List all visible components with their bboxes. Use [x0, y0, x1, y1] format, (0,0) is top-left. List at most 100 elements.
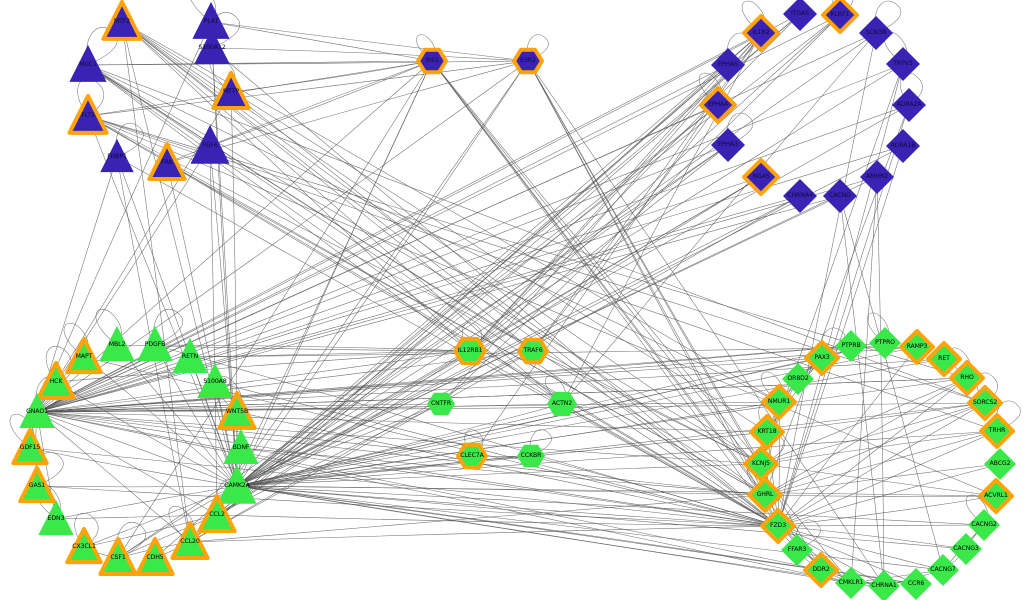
graph-node-il12rb1[interactable]: IL12RB1 — [449, 330, 491, 372]
node-shape-diamond — [783, 0, 817, 31]
graph-node-clec7a[interactable]: CLEC7A — [452, 436, 492, 476]
graph-edge — [777, 525, 944, 571]
graph-edge — [36, 485, 779, 527]
graph-edge — [87, 64, 563, 405]
graph-edge — [216, 176, 762, 516]
node-shape-triangle — [69, 44, 107, 82]
graph-edge — [236, 430, 998, 487]
graph-edge — [236, 350, 534, 487]
graph-edge — [764, 463, 1001, 496]
node-shape-diamond — [900, 568, 932, 600]
graph-edge — [36, 104, 910, 413]
node-shape-triangle — [18, 465, 56, 504]
node-shape-triangle — [223, 428, 259, 465]
graph-node-cdh5[interactable]: CDH5 — [130, 533, 180, 583]
graph-edge — [431, 60, 852, 584]
graph-edge — [839, 195, 944, 571]
node-shape-triangle — [36, 360, 76, 401]
graph-edge — [36, 401, 780, 413]
graph-edge — [36, 60, 529, 413]
graph-node-ccr6[interactable]: CCR6 — [894, 562, 938, 600]
node-shape-diamond — [783, 179, 817, 213]
graph-edge — [431, 60, 766, 496]
node-shape-diamond — [782, 363, 814, 395]
graph-edge — [236, 485, 822, 571]
graph-edge — [36, 358, 945, 413]
node-shape-triangle — [38, 499, 74, 536]
graph-edge — [236, 402, 986, 487]
node-shape-triangle — [211, 70, 251, 111]
graph-edge — [36, 64, 729, 413]
node-shape-diamond — [868, 570, 900, 600]
graph-edge — [29, 447, 779, 527]
node-shape-triangle — [137, 325, 173, 362]
graph-edge — [469, 14, 841, 352]
graph-edge — [36, 377, 968, 413]
graph-edge — [469, 13, 801, 352]
node-shape-hexagon — [517, 444, 545, 468]
graph-node-irs1[interactable]: IRS1 — [412, 41, 452, 81]
graph-node-traf6[interactable]: TRAF6 — [513, 331, 553, 371]
graph-edge — [469, 64, 729, 352]
graph-edge — [236, 485, 779, 527]
graph-node-frk[interactable]: FRK — [142, 138, 192, 188]
graph-edge — [83, 356, 238, 487]
graph-edge — [121, 21, 779, 527]
node-shape-diamond — [835, 567, 867, 599]
graph-edge — [87, 60, 529, 66]
graph-node-cckbr[interactable]: CCKBR — [511, 436, 551, 476]
graph-edge — [236, 485, 967, 550]
graph-edge — [36, 346, 918, 413]
graph-edge — [121, 21, 534, 352]
graph-edge — [777, 524, 985, 527]
graph-node-esr2[interactable]: ESR2 — [508, 41, 548, 81]
node-shape-diamond — [892, 88, 926, 122]
graph-self-loop — [153, 308, 183, 346]
graph-edge — [209, 145, 218, 516]
graph-node-actn2[interactable]: ACTN2 — [541, 383, 583, 425]
graph-edge — [777, 346, 918, 527]
graph-edge — [36, 411, 218, 516]
graph-node-s100a12[interactable]: S100A12 — [187, 23, 237, 73]
node-shape-triangle — [99, 325, 135, 362]
graph-edge — [850, 176, 878, 584]
graph-edge — [87, 60, 529, 117]
graph-node-mttp[interactable]: MTTP — [206, 67, 256, 117]
graph-self-loop — [115, 122, 144, 158]
graph-edge — [36, 411, 762, 465]
node-shape-diamond — [949, 360, 985, 396]
graph-edge — [777, 402, 986, 527]
node-shape-triangle — [100, 138, 134, 173]
graph-edge — [777, 525, 917, 585]
graph-node-cntfr[interactable]: CNTFR — [421, 384, 461, 424]
node-shape-diamond — [886, 47, 920, 81]
graph-edge — [777, 525, 967, 550]
graph-node-adra2a[interactable]: ADRA2A — [886, 82, 932, 128]
graph-edge — [121, 21, 762, 465]
node-shape-hexagon — [453, 336, 487, 366]
graph-edge — [760, 377, 968, 465]
node-shape-hexagon — [456, 442, 488, 470]
graph-edge — [764, 494, 997, 497]
node-shape-diamond — [967, 385, 1003, 421]
graph-edge — [777, 377, 968, 527]
node-shape-diamond — [835, 330, 867, 362]
graph-node-muc1[interactable]: MUC1 — [62, 39, 114, 91]
graph-node-fnbp1[interactable]: FNBP1 — [93, 133, 141, 181]
graph-edge — [36, 411, 191, 543]
graph-node-cacng[interactable]: CACNG — [817, 173, 863, 219]
node-shape-diamond — [926, 341, 962, 377]
node-shape-diamond — [869, 327, 901, 359]
graph-edge — [154, 344, 471, 352]
node-shape-triangle — [98, 536, 138, 577]
graph-edge — [36, 411, 768, 433]
graph-edge — [189, 350, 471, 358]
graph-edge — [240, 447, 779, 527]
node-shape-diamond — [821, 0, 859, 34]
graph-node-trpv3[interactable]: TRPV3 — [880, 41, 926, 87]
graph-edge — [230, 60, 433, 93]
graph-edge — [777, 145, 904, 527]
node-shape-triangle — [19, 392, 55, 429]
graph-edge — [839, 195, 885, 587]
